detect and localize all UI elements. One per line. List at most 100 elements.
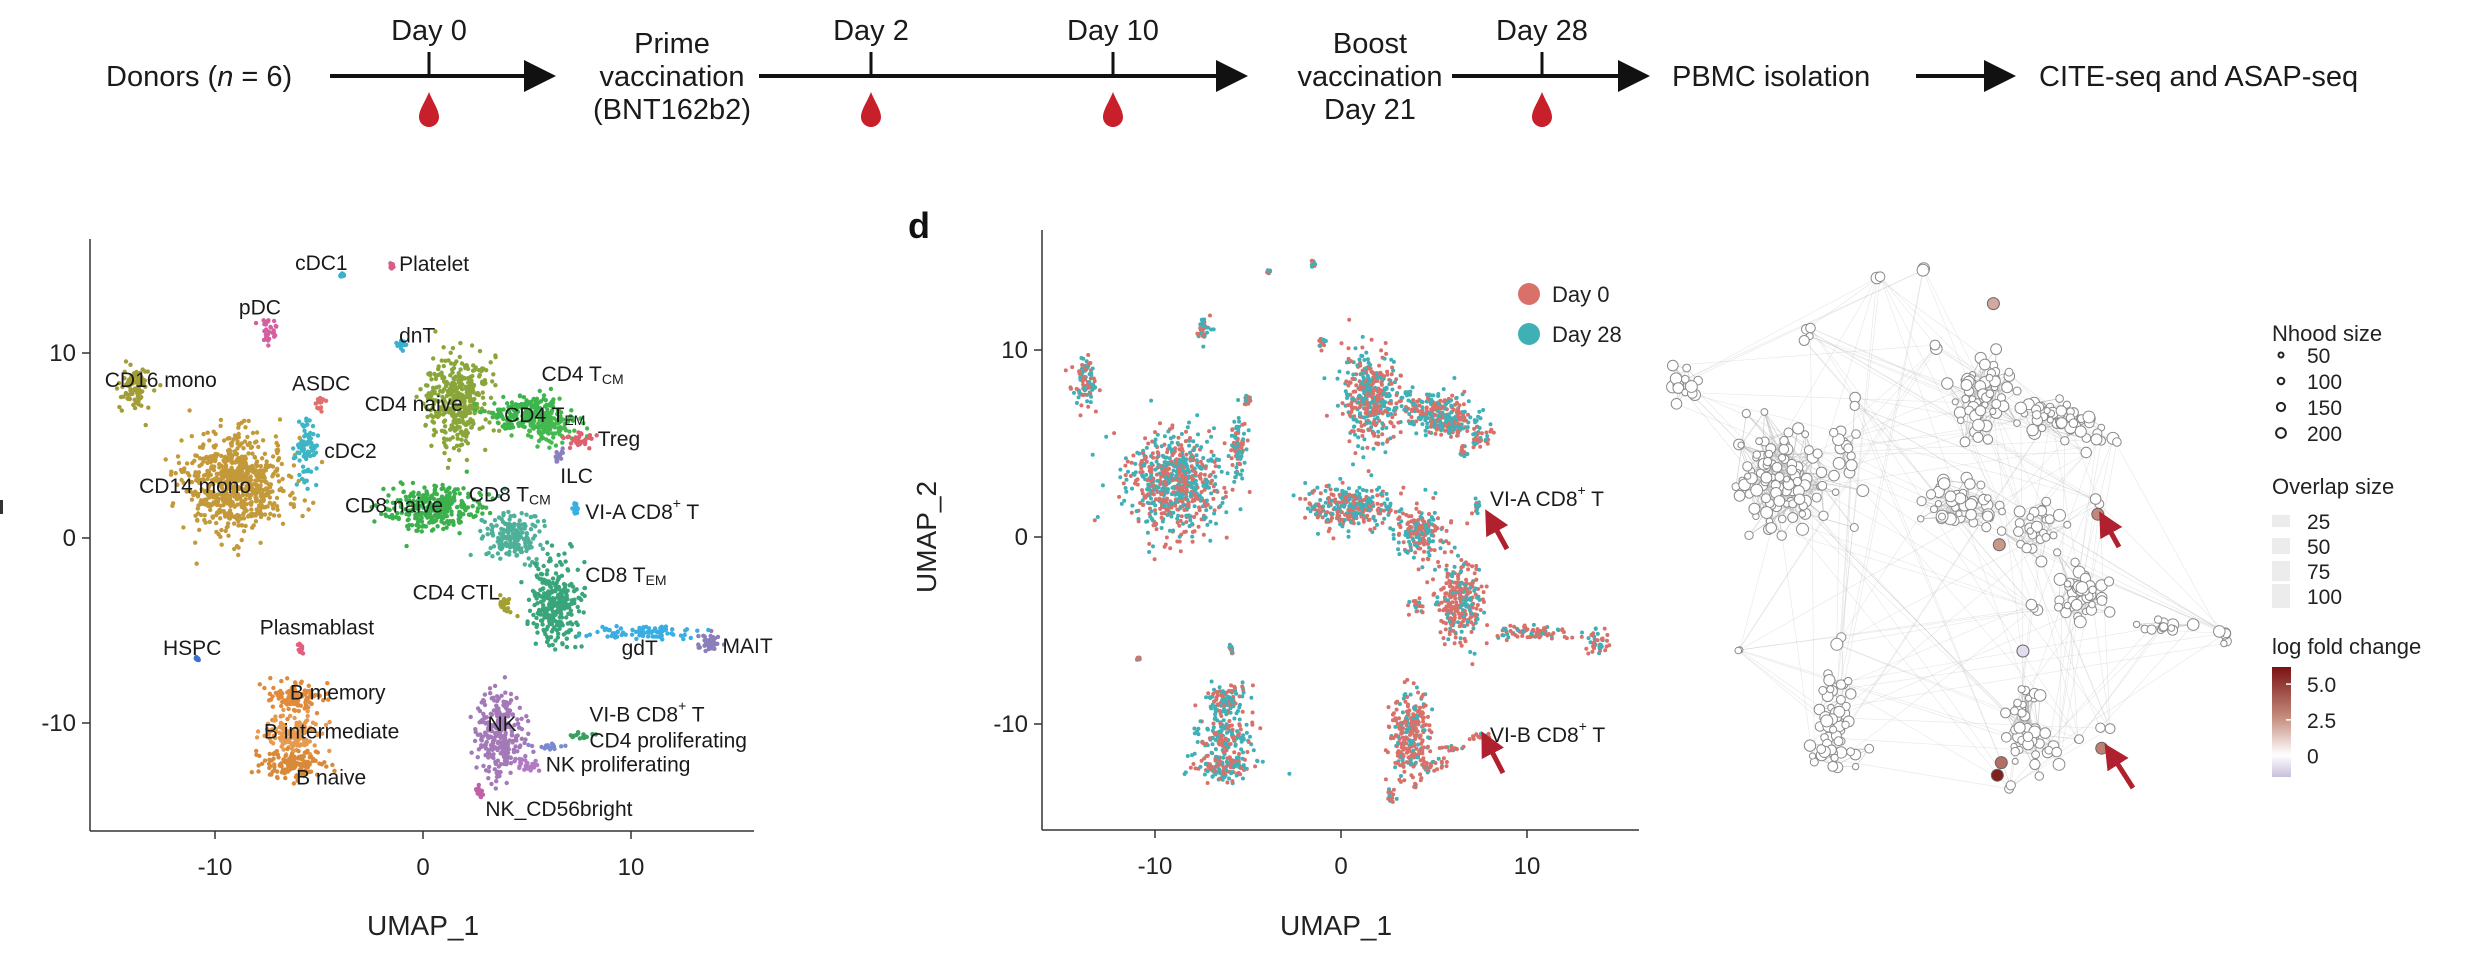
cell-point — [537, 612, 542, 617]
cell-point — [518, 549, 524, 555]
day0-point — [1174, 457, 1179, 462]
cell-point — [517, 518, 522, 523]
cell-point — [506, 405, 511, 410]
cell-point — [537, 529, 542, 534]
day28-point — [1212, 511, 1217, 516]
cell-point — [445, 465, 451, 470]
day28-point — [1191, 439, 1196, 444]
cell-point — [547, 643, 552, 648]
cell-point — [300, 513, 305, 519]
cell-point — [512, 549, 517, 554]
cell-point — [544, 540, 550, 545]
cell-point — [479, 744, 484, 750]
cell-point — [236, 478, 241, 483]
cell-point — [518, 743, 523, 748]
cell-point — [241, 529, 247, 534]
cell-point — [522, 767, 527, 772]
cell-point — [431, 401, 436, 407]
day28-point — [1232, 479, 1237, 484]
cell-point — [457, 491, 462, 496]
day0-point — [1351, 389, 1356, 394]
day0-point — [1374, 408, 1379, 413]
day0-point — [1173, 446, 1178, 451]
cell-point — [243, 523, 248, 529]
cell-point — [483, 417, 488, 422]
cell-point — [547, 621, 552, 626]
cell-point — [472, 367, 477, 372]
cell-point — [208, 507, 213, 513]
day0-point — [1125, 459, 1130, 464]
day0-point — [1394, 393, 1399, 398]
cell-point — [535, 405, 541, 411]
day0-point — [1151, 483, 1155, 487]
cell-point — [441, 345, 446, 350]
x-tick-label: 0 — [1334, 853, 1347, 880]
day28-point — [1343, 389, 1348, 394]
cell-point — [206, 488, 211, 494]
cell-point — [481, 366, 486, 372]
day28-point — [1213, 482, 1218, 487]
y-tick-label: 10 — [49, 340, 76, 367]
day28-point — [1407, 412, 1412, 416]
cell-point — [205, 430, 210, 435]
cell-point — [618, 626, 624, 631]
day0-point — [1088, 361, 1093, 365]
cell-point — [561, 632, 566, 637]
cell-point — [512, 513, 517, 519]
cell-point — [242, 418, 247, 423]
cell-point — [306, 507, 311, 512]
day0-point — [1324, 413, 1329, 418]
cell-point — [280, 521, 286, 526]
cell-point — [398, 480, 403, 485]
cell-point — [415, 519, 421, 524]
cell-point — [196, 503, 201, 508]
cell-point — [133, 400, 138, 405]
cell-point — [544, 627, 549, 632]
cell-point — [226, 515, 232, 520]
cell-point — [688, 635, 693, 641]
day28-point — [1360, 354, 1365, 358]
cell-point — [302, 743, 307, 748]
cell-point — [439, 486, 444, 492]
cell-point — [237, 513, 242, 518]
cell-point — [214, 502, 220, 508]
cell-point — [440, 389, 445, 394]
day0-point — [1190, 539, 1195, 544]
cell-point — [301, 754, 306, 759]
day28-point — [1212, 426, 1216, 431]
day0-point — [1340, 401, 1345, 406]
cell-point — [469, 378, 474, 383]
cell-point — [319, 409, 324, 414]
cell-point — [249, 770, 254, 775]
cell-point — [587, 632, 593, 637]
cell-point — [550, 576, 556, 581]
day28-point — [1145, 500, 1150, 505]
cell-point — [263, 327, 269, 332]
day0-point — [1358, 402, 1363, 407]
cell-point — [557, 626, 562, 631]
day28-point — [1365, 357, 1370, 362]
day0-point — [1080, 393, 1085, 397]
day0-point — [1146, 492, 1151, 497]
day28-point — [1386, 413, 1390, 418]
cell-point — [270, 489, 275, 494]
cluster-cd16-mono — [114, 359, 163, 428]
cell-point — [312, 743, 317, 748]
cell-point — [254, 461, 259, 467]
day28-point — [1380, 441, 1385, 446]
cluster-label: CD4 proliferating — [589, 729, 747, 752]
cell-point — [425, 414, 430, 419]
day28-point — [1137, 451, 1142, 456]
cell-point — [532, 602, 537, 608]
cell-point — [230, 484, 235, 489]
cell-point — [563, 743, 568, 748]
cell-point — [556, 576, 561, 581]
cell-point — [139, 374, 144, 380]
cell-point — [504, 528, 510, 533]
day28-point — [1123, 456, 1128, 461]
cell-point — [302, 759, 307, 764]
cell-point — [285, 676, 290, 681]
day28-point — [1368, 385, 1373, 390]
day0-point — [1182, 508, 1187, 512]
cell-point — [241, 511, 246, 516]
